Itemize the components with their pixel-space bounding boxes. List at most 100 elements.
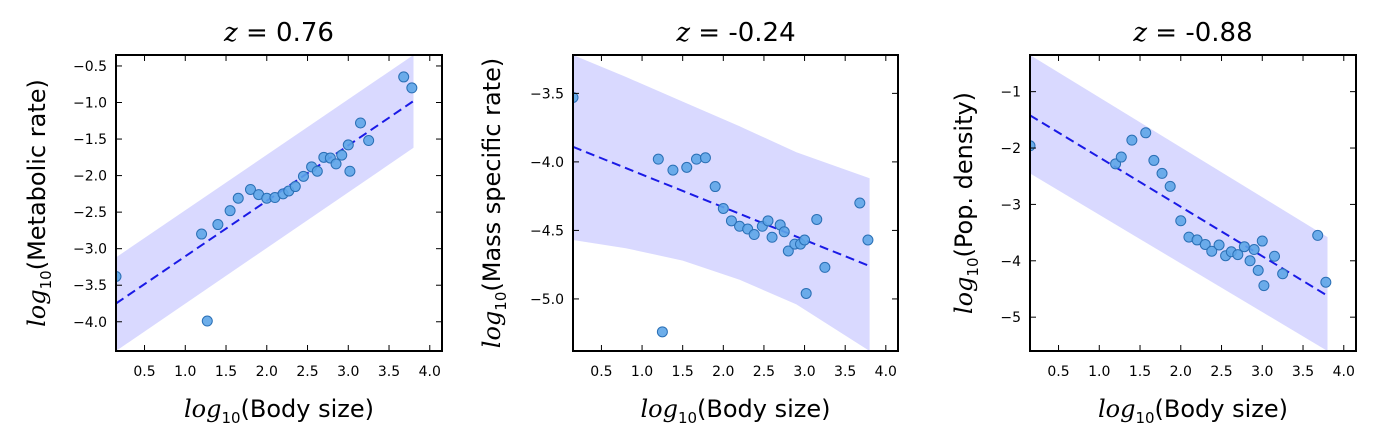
- x-tick-label: 2.0: [1170, 364, 1192, 380]
- x-axis-label: log10(Body size): [184, 395, 374, 427]
- data-point: [667, 164, 679, 176]
- data-point: [1191, 234, 1203, 246]
- chart-title: z = -0.88: [1132, 18, 1252, 48]
- data-point: [1258, 280, 1270, 292]
- fit-line: [116, 100, 415, 305]
- y-tick-label: −4: [1000, 254, 1021, 270]
- x-tick-label: 2.5: [1210, 364, 1232, 380]
- y-tick-label: −2: [1000, 141, 1021, 157]
- data-point: [681, 161, 693, 173]
- data-point: [355, 117, 366, 129]
- data-point: [297, 170, 309, 182]
- axes-frame: [572, 54, 899, 352]
- data-point: [289, 181, 301, 193]
- data-point: [336, 149, 348, 161]
- axes-frame: [1029, 54, 1357, 352]
- data-point: [1156, 167, 1168, 179]
- panel-pop-density: 0.5 1.0 1.5 2.0 2.5 3.0 3.5 4.0 −5 −4 −3 −2 −1 z = -0…: [950, 18, 1357, 427]
- data-point: [748, 229, 760, 241]
- data-point: [201, 315, 213, 327]
- data-point: [819, 261, 831, 273]
- x-tick-label: 2.0: [712, 364, 734, 380]
- confidence-band: [573, 55, 870, 351]
- y-tick-label: −1.0: [73, 96, 107, 112]
- x-tick-label: 2.5: [296, 364, 318, 380]
- y-tick-label: −4.5: [530, 223, 564, 239]
- data-point: [116, 270, 122, 282]
- data-point: [782, 245, 794, 257]
- data-point: [1115, 151, 1127, 163]
- data-point: [1320, 276, 1332, 288]
- y-axis-label: log10(Metabolic rate): [23, 79, 55, 327]
- x-axis-label: log10(Body size): [640, 395, 830, 427]
- y-tick-label: −5.0: [530, 292, 564, 308]
- data-point: [691, 153, 702, 165]
- x-tick-label: 1.0: [174, 364, 196, 380]
- y-tick-label: −3.0: [73, 242, 107, 258]
- x-tick-label: 1.5: [1129, 364, 1151, 380]
- data-point: [762, 215, 774, 227]
- data-point: [799, 234, 811, 246]
- panel-mass-specific-rate: 0.5 1.0 1.5 2.0 2.5 3.0 3.5 4.0 −5.0 −4.5 −4.0 −3.5…: [478, 18, 899, 427]
- data-point: [656, 326, 668, 338]
- y-tick-label: −5: [1000, 310, 1021, 326]
- panel-metabolic-rate: 0.5 1.0 1.5 2.0 2.5 3.0 3.5 4.0 −4.0 −3.5 −3.0 −2.5…: [23, 18, 443, 427]
- plot-area: [1030, 55, 1332, 351]
- data-point: [330, 158, 342, 170]
- data-point: [212, 219, 224, 231]
- data-point: [1238, 241, 1250, 253]
- data-point: [1140, 127, 1152, 139]
- confidence-band: [1030, 55, 1328, 351]
- plot-area: [116, 55, 418, 351]
- y-tick-label: −1: [1000, 85, 1021, 101]
- chart-title: z = 0.76: [223, 18, 334, 48]
- data-point: [1206, 245, 1218, 257]
- x-tick-label: 1.5: [215, 364, 237, 380]
- y-tick-label: −4.0: [530, 155, 564, 171]
- chart-title: z = -0.24: [675, 18, 795, 48]
- y-tick-label: −4.0: [73, 315, 107, 331]
- x-tick-label: 0.5: [1047, 364, 1069, 380]
- data-point: [1126, 134, 1138, 146]
- data-point: [1175, 215, 1187, 227]
- data-point: [725, 215, 737, 227]
- x-tick-label: 3.5: [378, 364, 400, 380]
- data-point: [244, 183, 256, 195]
- data-point: [1252, 264, 1264, 276]
- data-point: [1199, 238, 1211, 250]
- y-tick-label: −3: [1000, 197, 1021, 213]
- y-axis-label: log10(Mass specific rate): [478, 58, 510, 348]
- axes-frame: [115, 54, 443, 352]
- x-tick-label: 3.0: [337, 364, 359, 380]
- data-point: [1232, 249, 1244, 261]
- x-tick-label: 1.0: [1088, 364, 1110, 380]
- x-tick-label: 1.5: [672, 364, 694, 380]
- data-point: [344, 165, 356, 177]
- data-point: [854, 197, 866, 209]
- data-point: [224, 205, 236, 217]
- data-point: [766, 231, 778, 243]
- data-point: [342, 139, 354, 151]
- x-tick-label: 2.0: [256, 364, 278, 380]
- x-tick-label: 3.0: [1251, 364, 1273, 380]
- data-point: [652, 153, 664, 165]
- x-tick-label: 4.0: [419, 364, 441, 380]
- x-tick-label: 1.0: [631, 364, 653, 380]
- x-tick-label: 3.0: [793, 364, 815, 380]
- data-point: [1248, 244, 1260, 256]
- data-point: [699, 152, 711, 164]
- x-tick-label: 0.5: [133, 364, 155, 380]
- y-axis-label: log10(Pop. density): [950, 92, 982, 314]
- data-point: [196, 228, 208, 240]
- data-point: [862, 234, 874, 246]
- y-tick-label: −0.5: [73, 59, 107, 75]
- data-point: [778, 226, 790, 238]
- x-tick-label: 4.0: [1333, 364, 1355, 380]
- fit-line: [1030, 114, 1328, 297]
- data-point: [406, 82, 418, 94]
- data-point: [800, 287, 812, 299]
- plot-area: [573, 55, 874, 351]
- data-point: [232, 192, 244, 204]
- x-tick-label: 4.0: [875, 364, 897, 380]
